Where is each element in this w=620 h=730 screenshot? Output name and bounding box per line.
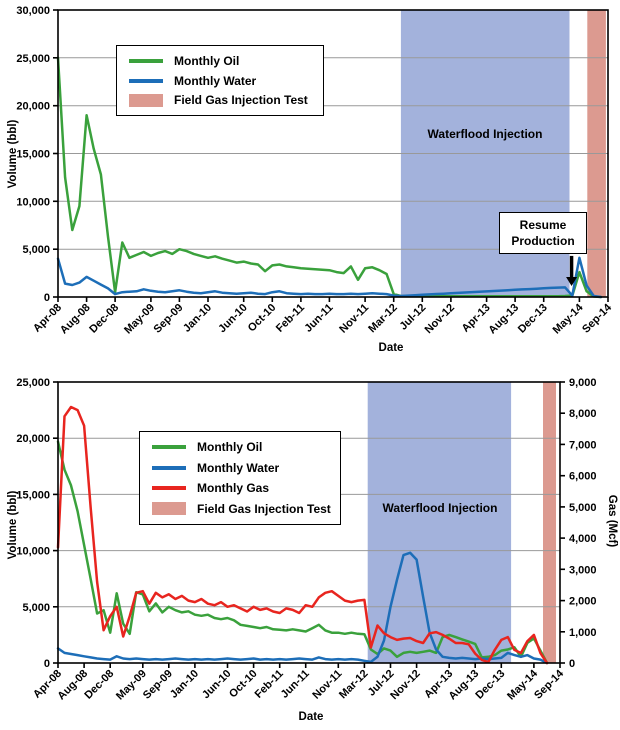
monthly-water-line bbox=[56, 256, 603, 299]
y2-tick-label: 4,000 bbox=[569, 533, 597, 545]
legend-item-gas-test: Field Gas Injection Test bbox=[117, 90, 323, 110]
y-tick-label: 10,000 bbox=[16, 546, 50, 558]
x-tick-label: Dec-13 bbox=[473, 668, 507, 702]
y-tick-label: 10,000 bbox=[16, 196, 50, 208]
bottom-chart-svg: 0 5,000 10,000 15,000 20,000 25,000 0 1,000 2,00… bbox=[16, 377, 597, 702]
x-tick-label: Mar-12 bbox=[337, 668, 371, 702]
x-tick-label: Jan-10 bbox=[181, 302, 214, 335]
x-tick-label: Jan-10 bbox=[168, 668, 201, 701]
x-tick-label: Nov-12 bbox=[388, 668, 422, 702]
monthly-water-line bbox=[56, 551, 549, 665]
y2-tick-label: 2,000 bbox=[569, 596, 597, 608]
y2-tick-label: 5,000 bbox=[569, 502, 597, 514]
x-tick-label: Dec-08 bbox=[87, 302, 121, 336]
y-tick-label: 30,000 bbox=[16, 5, 50, 17]
legend-item-water: Monthly Water bbox=[140, 458, 340, 479]
x-tick-label: Jun-11 bbox=[279, 668, 312, 701]
x-tick-label: Jun-11 bbox=[302, 302, 335, 335]
y-tick-label: 25,000 bbox=[16, 53, 50, 65]
legend-item-water: Monthly Water bbox=[117, 71, 323, 91]
y-tick-label: 0 bbox=[44, 292, 50, 304]
x-tick-label: Mar-12 bbox=[366, 302, 400, 336]
bottom-chart: 0 5,000 10,000 15,000 20,000 25,000 0 1,000 2,00… bbox=[0, 375, 620, 730]
gas-line-swatch bbox=[152, 486, 186, 491]
top-chart: 0 5,000 10,000 15,000 20,000 25,000 30,000 Apr-… bbox=[7, 5, 615, 354]
field-gas-injection-test-band bbox=[543, 382, 556, 663]
oil-line-swatch bbox=[129, 58, 163, 63]
x-tick-label: Sep-09 bbox=[141, 668, 175, 702]
gas-test-swatch bbox=[129, 93, 163, 107]
resume-production-annotation: Resume Production bbox=[499, 212, 587, 255]
legend-item-oil: Monthly Oil bbox=[140, 437, 340, 458]
y2-tick-label: 9,000 bbox=[569, 377, 597, 389]
water-line-swatch bbox=[152, 465, 186, 470]
x-tick-label: Oct-10 bbox=[246, 302, 279, 335]
legend-label: Monthly Oil bbox=[174, 53, 240, 68]
top-chart-svg: 05,00010,00015,00020,00025,00030,000Apr-… bbox=[16, 5, 615, 337]
waterflood-injection-band bbox=[367, 382, 512, 663]
top-x-axis-title: Date bbox=[378, 342, 404, 354]
legend-item-gas-test: Field Gas Injection Test bbox=[140, 499, 340, 520]
resume-production-arrowhead bbox=[566, 277, 578, 286]
legend-label: Monthly Gas bbox=[197, 481, 270, 496]
x-tick-label: Jun-10 bbox=[216, 302, 250, 336]
top-y-axis-title: Volume (bbl) bbox=[7, 119, 19, 189]
x-tick-label: Nov-12 bbox=[423, 302, 457, 336]
y-tick-label: 0 bbox=[44, 658, 50, 670]
legend-label: Monthly Water bbox=[174, 73, 257, 88]
top-legend: Monthly Oil Monthly Water Field Gas Inje… bbox=[116, 45, 324, 116]
y2-tick-label: 0 bbox=[569, 658, 575, 670]
y-tick-label: 25,000 bbox=[16, 377, 50, 389]
x-tick-label: Aug-08 bbox=[58, 302, 93, 337]
x-tick-label: Dec-13 bbox=[516, 302, 550, 336]
x-tick-label: Aug-13 bbox=[486, 302, 521, 337]
y-tick-label: 20,000 bbox=[16, 433, 50, 445]
x-tick-label: May-09 bbox=[122, 302, 157, 337]
x-tick-label: Jun-10 bbox=[200, 668, 234, 702]
x-tick-label: Nov-11 bbox=[337, 302, 371, 336]
oil-line-swatch bbox=[152, 445, 186, 450]
bottom-waterflood-injection-label: Waterflood Injection bbox=[382, 501, 498, 515]
legend-item-oil: Monthly Oil bbox=[117, 51, 323, 71]
x-tick-label: Sep-14 bbox=[580, 301, 615, 336]
y2-tick-label: 7,000 bbox=[569, 439, 597, 451]
gas-test-swatch bbox=[152, 502, 186, 516]
y-tick-label: 20,000 bbox=[16, 101, 50, 113]
monthly-gas-line bbox=[56, 405, 549, 665]
plot-border bbox=[57, 381, 561, 664]
y2-tick-label: 8,000 bbox=[569, 408, 597, 420]
x-tick-label: Nov-11 bbox=[310, 668, 344, 702]
bottom-y-axis-title: Volume (bbl) bbox=[7, 490, 19, 560]
bottom-y2-axis-title: Gas (Mcf) bbox=[606, 494, 618, 548]
y-tick-label: 5,000 bbox=[22, 244, 50, 256]
x-tick-label: Sep-14 bbox=[532, 667, 567, 702]
legend-label: Monthly Water bbox=[197, 460, 280, 475]
y2-tick-label: 1,000 bbox=[569, 627, 597, 639]
y-tick-label: 15,000 bbox=[16, 489, 50, 501]
y-tick-label: 5,000 bbox=[22, 602, 50, 614]
legend-item-gas: Monthly Gas bbox=[140, 478, 340, 499]
x-tick-label: May-14 bbox=[551, 301, 586, 336]
monthly-oil-line bbox=[56, 440, 549, 665]
y2-tick-label: 3,000 bbox=[569, 564, 597, 576]
y-tick-label: 15,000 bbox=[16, 149, 50, 161]
x-tick-label: Sep-09 bbox=[152, 302, 186, 336]
x-tick-label: Feb-11 bbox=[274, 302, 307, 335]
legend-label: Field Gas Injection Test bbox=[174, 93, 308, 108]
legend-label: Field Gas Injection Test bbox=[197, 501, 331, 516]
bottom-x-axis-title: Date bbox=[298, 711, 324, 723]
legend-label: Monthly Oil bbox=[197, 440, 263, 455]
bottom-legend: Monthly Oil Monthly Water Monthly Gas Fi… bbox=[139, 431, 341, 525]
water-line-swatch bbox=[129, 78, 163, 83]
x-tick-label: Dec-08 bbox=[82, 668, 116, 702]
y2-tick-label: 6,000 bbox=[569, 471, 597, 483]
top-waterflood-injection-label: Waterflood Injection bbox=[427, 127, 543, 141]
